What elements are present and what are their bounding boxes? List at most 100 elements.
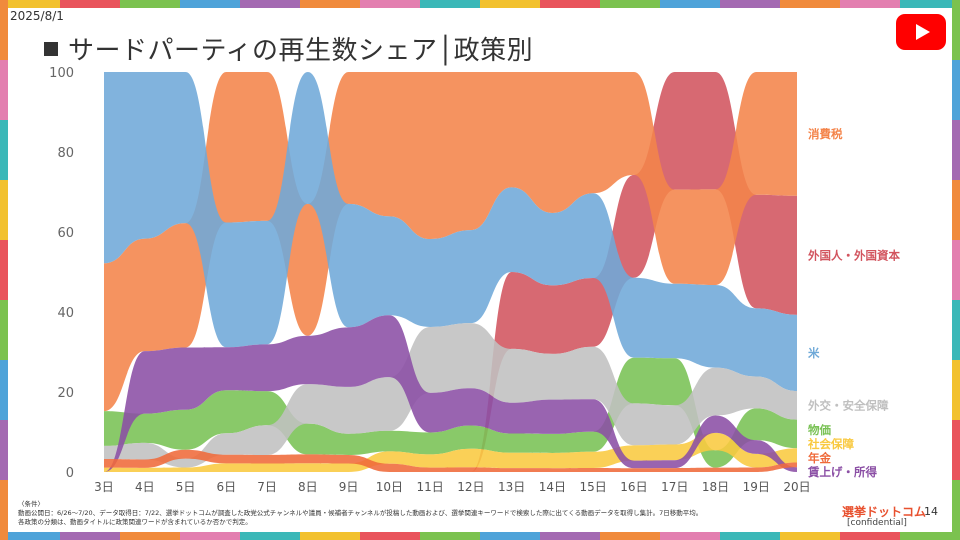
x-tick-label: 14日 bbox=[539, 480, 566, 494]
x-tick-label: 15日 bbox=[580, 480, 607, 494]
frame-segment bbox=[0, 420, 8, 480]
y-tick-label: 0 bbox=[66, 466, 74, 481]
frame-segment bbox=[840, 0, 900, 8]
series-label: 物価 bbox=[808, 423, 831, 437]
conditions-title: 〈条件〉 bbox=[18, 500, 44, 508]
frame-segment bbox=[900, 532, 960, 540]
frame-segment bbox=[0, 360, 8, 420]
conditions-line-1: 動画公開日：6/26〜7/20、データ取得日：7/22、選挙ドットコムが調査した… bbox=[18, 509, 703, 517]
x-tick-label: 20日 bbox=[783, 480, 810, 494]
frame-segment bbox=[952, 420, 960, 480]
frame-left-stripe bbox=[0, 0, 8, 540]
frame-segment bbox=[952, 480, 960, 540]
series-label: 外交・安全保障 bbox=[807, 398, 889, 412]
frame-segment bbox=[0, 532, 60, 540]
frame-segment bbox=[480, 532, 540, 540]
series-band-7 bbox=[104, 449, 797, 472]
frame-segment bbox=[952, 300, 960, 360]
series-label: 米 bbox=[807, 346, 820, 360]
frame-segment bbox=[720, 0, 780, 8]
frame-segment bbox=[420, 0, 480, 8]
frame-segment bbox=[540, 532, 600, 540]
y-tick-label: 20 bbox=[57, 386, 74, 401]
slide-title-text: サードパーティの再生数シェア│政策別 bbox=[68, 36, 534, 66]
bullet-square-icon bbox=[44, 41, 58, 56]
frame-segment bbox=[660, 532, 720, 540]
series-label: 外国人・外国資本 bbox=[807, 248, 900, 262]
frame-segment bbox=[0, 120, 8, 180]
x-tick-label: 19日 bbox=[743, 480, 770, 494]
frame-segment bbox=[300, 0, 360, 8]
frame-segment bbox=[360, 532, 420, 540]
frame-segment bbox=[180, 0, 240, 8]
frame-segment bbox=[0, 300, 8, 360]
frame-segment bbox=[120, 0, 180, 8]
frame-segment bbox=[900, 0, 960, 8]
series-label: 賃上げ・所得 bbox=[807, 465, 877, 479]
x-tick-label: 13日 bbox=[498, 480, 525, 494]
y-tick-label: 60 bbox=[57, 226, 74, 241]
y-tick-label: 40 bbox=[57, 306, 74, 321]
x-tick-label: 17日 bbox=[661, 480, 688, 494]
series-band-5 bbox=[104, 432, 797, 472]
frame-segment bbox=[180, 532, 240, 540]
x-tick-label: 9日 bbox=[339, 480, 359, 494]
frame-segment bbox=[0, 0, 8, 60]
series-band-2 bbox=[104, 72, 797, 392]
frame-segment bbox=[0, 240, 8, 300]
frame-segment bbox=[952, 0, 960, 60]
page-number: 14 bbox=[924, 505, 938, 518]
x-tick-label: 10日 bbox=[376, 480, 403, 494]
x-tick-label: 8日 bbox=[298, 480, 318, 494]
frame-right-stripe bbox=[952, 0, 960, 540]
frame-segment bbox=[420, 532, 480, 540]
y-tick-label: 100 bbox=[49, 66, 74, 81]
frame-segment bbox=[60, 532, 120, 540]
slide-date: 2025/8/1 bbox=[10, 9, 64, 23]
frame-segment bbox=[540, 0, 600, 8]
x-tick-label: 5日 bbox=[176, 480, 196, 494]
frame-segment bbox=[120, 532, 180, 540]
series-label: 社会保障 bbox=[807, 437, 854, 451]
conditions-note: 〈条件〉 動画公開日：6/26〜7/20、データ取得日：7/22、選挙ドットコム… bbox=[18, 500, 702, 527]
series-label: 年金 bbox=[808, 451, 831, 465]
frame-segment bbox=[240, 0, 300, 8]
x-tick-label: 18日 bbox=[702, 480, 729, 494]
frame-segment bbox=[952, 180, 960, 240]
frame-segment bbox=[780, 532, 840, 540]
series-band-0 bbox=[104, 72, 797, 472]
series-label: 消費税 bbox=[808, 127, 843, 141]
frame-segment bbox=[720, 532, 780, 540]
frame-top-stripe bbox=[0, 0, 960, 8]
series-band-4 bbox=[104, 323, 797, 468]
frame-segment bbox=[0, 180, 8, 240]
frame-segment bbox=[840, 532, 900, 540]
conditions-line-2: 各政策の分類は、動画タイトルに政策関連ワードが含まれているか否かで判定。 bbox=[18, 518, 252, 526]
frame-segment bbox=[952, 360, 960, 420]
x-tick-label: 3日 bbox=[94, 480, 114, 494]
frame-segment bbox=[0, 60, 8, 120]
frame-segment bbox=[480, 0, 540, 8]
x-tick-label: 6日 bbox=[216, 480, 236, 494]
frame-segment bbox=[600, 532, 660, 540]
frame-segment bbox=[240, 532, 300, 540]
frame-segment bbox=[952, 60, 960, 120]
x-tick-label: 7日 bbox=[257, 480, 277, 494]
series-band-1 bbox=[104, 72, 797, 412]
youtube-logo-icon bbox=[896, 14, 946, 50]
frame-segment bbox=[952, 120, 960, 180]
x-tick-label: 12日 bbox=[457, 480, 484, 494]
frame-segment bbox=[600, 0, 660, 8]
series-band-6 bbox=[104, 315, 797, 472]
y-tick-label: 80 bbox=[57, 146, 74, 161]
frame-bottom-stripe bbox=[0, 532, 960, 540]
senkyo-dotcom-logo: 選挙ドットコム bbox=[842, 505, 927, 519]
x-tick-label: 11日 bbox=[416, 480, 443, 494]
frame-segment bbox=[0, 480, 8, 540]
frame-segment bbox=[60, 0, 120, 8]
frame-segment bbox=[780, 0, 840, 8]
frame-segment bbox=[300, 532, 360, 540]
confidential-label: [confidential] bbox=[847, 518, 907, 528]
series-band-3 bbox=[104, 357, 797, 468]
